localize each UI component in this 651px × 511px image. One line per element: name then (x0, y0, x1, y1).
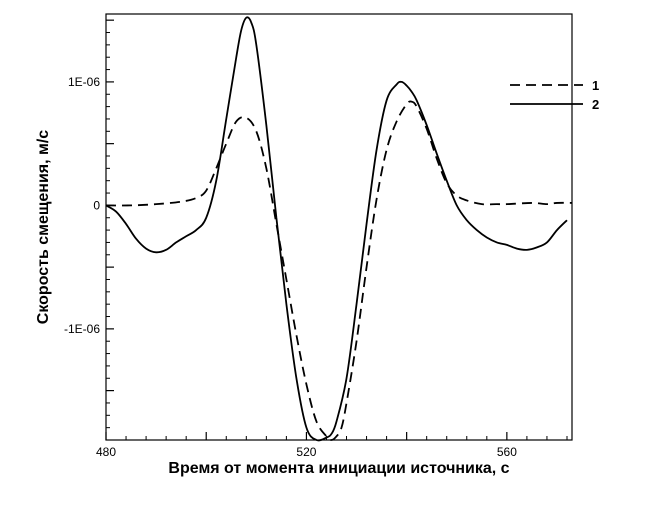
series-lines (105, 16, 573, 442)
y-axis-label: Скорость смещения, м/с (35, 130, 52, 325)
series-line-1 (105, 100, 573, 441)
legend-label-series-1: 1 (592, 78, 599, 93)
axis-ticks (105, 19, 568, 441)
x-tick-label: 520 (296, 445, 316, 459)
plot-frame (105, 13, 573, 441)
y-tick-label: 0 (93, 198, 100, 212)
x-tick-label: 560 (497, 445, 517, 459)
legend-label-series-2: 2 (592, 97, 599, 112)
series-line-2 (105, 16, 568, 442)
legend: 1 2 (510, 78, 599, 112)
y-tick-label: -1E-06 (64, 322, 100, 336)
axis-tick-labels: 480 520 560 -1E-06 0 1E-06 (64, 75, 517, 459)
y-tick-label: 1E-06 (68, 75, 100, 89)
x-axis-label: Время от момента инициации источника, с (168, 460, 509, 477)
x-tick-label: 480 (96, 445, 116, 459)
